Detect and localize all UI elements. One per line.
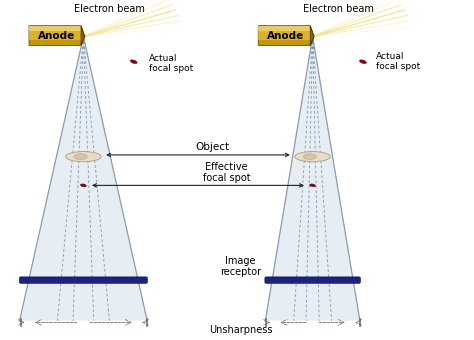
Polygon shape — [29, 26, 85, 45]
Text: Actual
focal spot: Actual focal spot — [149, 54, 193, 73]
Polygon shape — [258, 31, 310, 40]
Polygon shape — [258, 26, 310, 31]
Ellipse shape — [74, 154, 87, 159]
Ellipse shape — [81, 184, 86, 187]
FancyBboxPatch shape — [265, 277, 360, 283]
Text: Electron beam: Electron beam — [303, 3, 374, 14]
Text: Anode: Anode — [37, 31, 75, 41]
Text: Actual
focal spot: Actual focal spot — [376, 52, 420, 71]
Ellipse shape — [295, 152, 330, 162]
Text: Object: Object — [195, 141, 229, 152]
Text: Electron beam: Electron beam — [74, 3, 145, 14]
Polygon shape — [81, 26, 85, 45]
Text: Effective
focal spot: Effective focal spot — [202, 162, 250, 183]
Ellipse shape — [359, 60, 366, 64]
Polygon shape — [310, 26, 314, 45]
Text: Unsharpness: Unsharpness — [209, 325, 272, 335]
Ellipse shape — [310, 184, 316, 187]
Ellipse shape — [66, 152, 101, 162]
Ellipse shape — [130, 60, 137, 64]
Polygon shape — [258, 26, 314, 45]
Polygon shape — [265, 36, 360, 321]
FancyBboxPatch shape — [19, 277, 147, 283]
Ellipse shape — [303, 154, 317, 159]
Polygon shape — [29, 26, 81, 31]
Polygon shape — [19, 36, 147, 321]
Polygon shape — [29, 31, 81, 40]
Text: Image
receptor: Image receptor — [220, 256, 261, 277]
Text: Anode: Anode — [267, 31, 304, 41]
